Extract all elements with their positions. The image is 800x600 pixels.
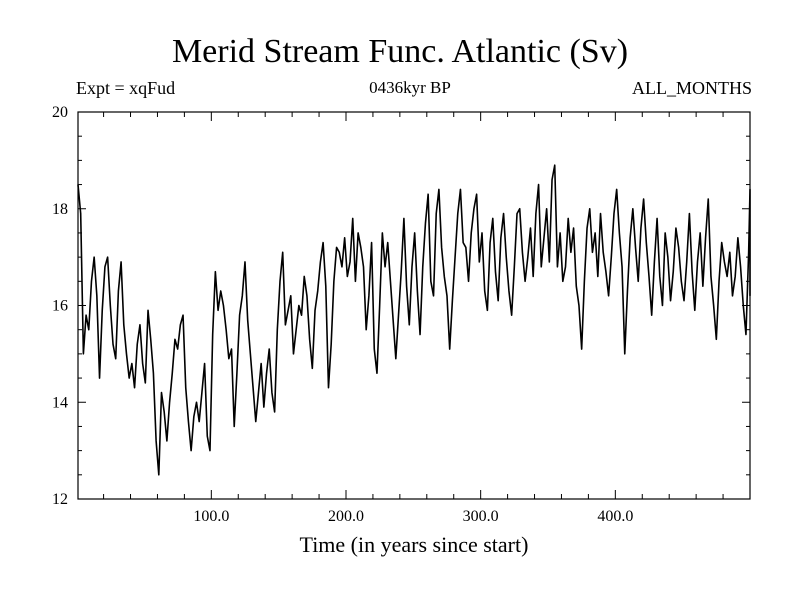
subtitle-center: 0436kyr BP bbox=[369, 78, 451, 97]
axis-layer bbox=[78, 111, 751, 500]
tick-label-layer: 12 14 16 18 20 100.0 200.0 300.0 400.0 bbox=[52, 104, 633, 525]
subtitle-right: ALL_MONTHS bbox=[632, 78, 752, 98]
x-tick-label: 300.0 bbox=[463, 508, 499, 525]
plot-frame bbox=[77, 111, 751, 500]
series-line-amoc bbox=[77, 164, 751, 476]
y-tick-label: 16 bbox=[52, 298, 68, 315]
x-axis-label: Time (in years since start) bbox=[299, 532, 529, 557]
chart-title: Merid Stream Func. Atlantic (Sv) bbox=[171, 33, 629, 70]
y-tick-label: 14 bbox=[52, 394, 68, 411]
x-tick-label: 400.0 bbox=[597, 508, 633, 525]
series-layer bbox=[77, 164, 751, 476]
subtitle-left: Expt = xqFud bbox=[76, 78, 176, 98]
y-tick-label: 20 bbox=[52, 104, 68, 121]
y-tick-label: 18 bbox=[52, 201, 68, 218]
x-tick-label: 200.0 bbox=[328, 508, 364, 525]
x-tick-label: 100.0 bbox=[193, 508, 229, 525]
y-tick-label: 12 bbox=[52, 491, 68, 508]
